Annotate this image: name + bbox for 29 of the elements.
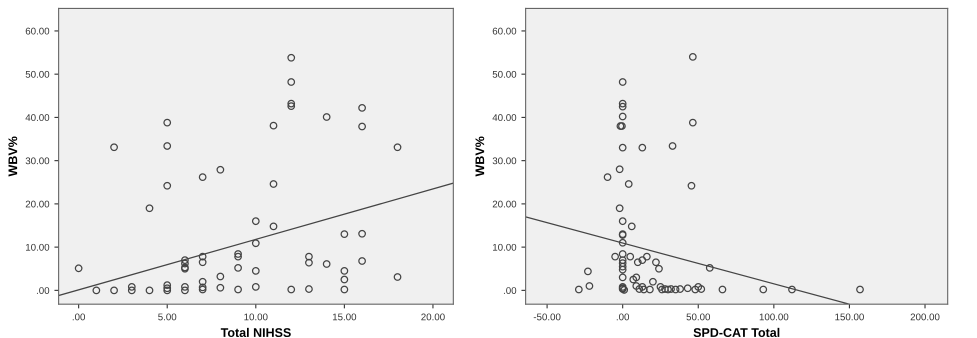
x-tick-label: .00 bbox=[616, 313, 630, 320]
y-tick-label: 40.00 bbox=[492, 114, 516, 122]
x-tick-label: 15.00 bbox=[332, 313, 356, 320]
y-tick-label: 50.00 bbox=[26, 70, 50, 78]
y-tick-label: 10.00 bbox=[26, 244, 50, 251]
y-tick-label: .00 bbox=[504, 287, 516, 294]
y-axis-title: WBV% bbox=[8, 136, 18, 176]
y-tick-label: 40.00 bbox=[25, 114, 50, 122]
y-tick-label: .00 bbox=[36, 287, 50, 294]
y-tick-label: 60.00 bbox=[492, 28, 516, 35]
y-tick-label: 10.00 bbox=[493, 244, 516, 251]
x-tick-label: -50.00 bbox=[534, 313, 560, 320]
y-tick-label: 50.00 bbox=[492, 70, 516, 78]
x-tick-label: 50.00 bbox=[686, 313, 710, 320]
y-tick-label: 30.00 bbox=[492, 157, 516, 164]
x-tick-label: .00 bbox=[72, 313, 86, 320]
x-tick-label: 200.00 bbox=[910, 313, 940, 320]
x-tick-label: 20.00 bbox=[421, 313, 445, 320]
x-tick-label: 10.00 bbox=[244, 313, 268, 320]
x-tick-label: 5.00 bbox=[158, 313, 176, 320]
y-axis-title: WBV% bbox=[475, 136, 484, 176]
x-axis-title: SPD-CAT Total bbox=[694, 328, 780, 338]
y-tick-label: 20.00 bbox=[492, 200, 516, 208]
x-tick-label: 100.00 bbox=[760, 313, 788, 320]
y-tick-label: 20.00 bbox=[26, 200, 50, 208]
y-tick-label: 30.00 bbox=[26, 157, 50, 164]
x-axis-title: Total NIHSS bbox=[220, 328, 291, 338]
x-tick-label: 150.00 bbox=[835, 313, 864, 320]
y-tick-label: 60.00 bbox=[26, 28, 50, 35]
